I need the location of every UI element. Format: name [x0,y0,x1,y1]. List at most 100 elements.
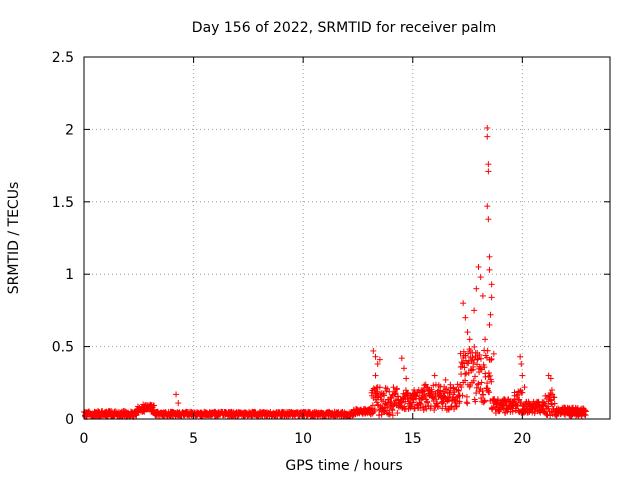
data-point [473,285,480,292]
grid-lines [84,57,610,419]
data-point [464,329,471,336]
data-point [398,355,405,362]
data-point [372,353,379,360]
data-point [474,356,481,363]
data-point [151,402,158,409]
data-point [460,348,467,355]
data-point [175,400,182,407]
data-point [484,203,491,210]
data-point [470,377,477,384]
data-point [485,370,492,377]
data-point [173,391,180,398]
data-point [490,350,497,357]
data-point [475,380,482,387]
y-axis-ticks: 0 0.5 1 1.5 2 2.5 [52,50,610,428]
data-point [473,390,480,397]
data-point [431,372,438,379]
data-point [450,384,457,391]
x-tick-label: 10 [294,431,312,447]
data-point [472,373,479,380]
data-point [496,407,503,414]
data-point [548,387,555,394]
data-point [462,371,469,378]
data-point [435,403,442,410]
data-point [521,384,528,391]
data-point [484,380,491,387]
data-point [462,377,469,384]
data-point [457,350,464,357]
y-tick-label: 2.5 [52,50,74,66]
data-point [374,401,381,408]
data-point [374,360,381,367]
data-point [549,401,556,408]
data-point [445,405,452,412]
x-tick-label: 15 [404,431,422,447]
data-point [471,343,478,350]
data-point [400,365,407,372]
data-point [519,372,526,379]
x-axis-ticks: 0 5 10 15 20 [80,57,531,447]
data-point [388,395,395,402]
data-point [430,382,437,389]
data-point [516,396,523,403]
data-point [520,401,527,408]
data-point [514,391,521,398]
plot-frame [83,56,611,420]
data-point [478,395,485,402]
data-point [376,356,383,363]
data-point [473,384,480,391]
data-point [486,321,493,328]
data-point [434,403,441,410]
data-point [381,392,388,399]
data-point [431,407,438,414]
data-point [384,404,391,411]
data-point [390,384,397,391]
data-point [413,392,420,399]
data-point [389,412,396,419]
y-tick-label: 0.5 [52,340,74,356]
data-point [513,401,520,408]
data-point [462,314,469,321]
data-point [486,253,493,260]
data-point [419,395,426,402]
data-point [392,390,399,397]
data-point [518,360,525,367]
data-point [463,399,470,406]
y-tick-label: 1.5 [52,195,74,211]
data-point [394,385,401,392]
data-point [372,372,379,379]
data-point [480,391,487,398]
data-point [453,403,460,410]
data-point [513,392,520,399]
data-point [476,369,483,376]
data-point [551,400,558,407]
data-point [369,402,376,409]
data-point [477,274,484,281]
data-point [370,347,377,354]
data-point [442,376,449,383]
data-point [482,336,489,343]
y-tick-label: 0 [65,412,74,428]
data-point [488,378,495,385]
data-point [478,379,485,386]
data-point [476,351,483,358]
y-tick-label: 2 [65,122,74,138]
data-point [481,364,488,371]
data-point [411,405,418,412]
data-point [484,347,491,354]
data-point [456,398,463,405]
data-point [403,375,410,382]
data-point [475,355,482,362]
data-point [382,384,389,391]
data-point [439,405,446,412]
data-point [458,384,465,391]
data-point [478,355,485,362]
data-point [519,389,526,396]
data-point [428,386,435,393]
data-point [374,384,381,391]
data-points [81,124,589,420]
data-point [463,393,470,400]
x-axis-label: GPS time / hours [285,458,402,474]
chart-title: Day 156 of 2022, SRMTID for receiver pal… [192,20,496,36]
